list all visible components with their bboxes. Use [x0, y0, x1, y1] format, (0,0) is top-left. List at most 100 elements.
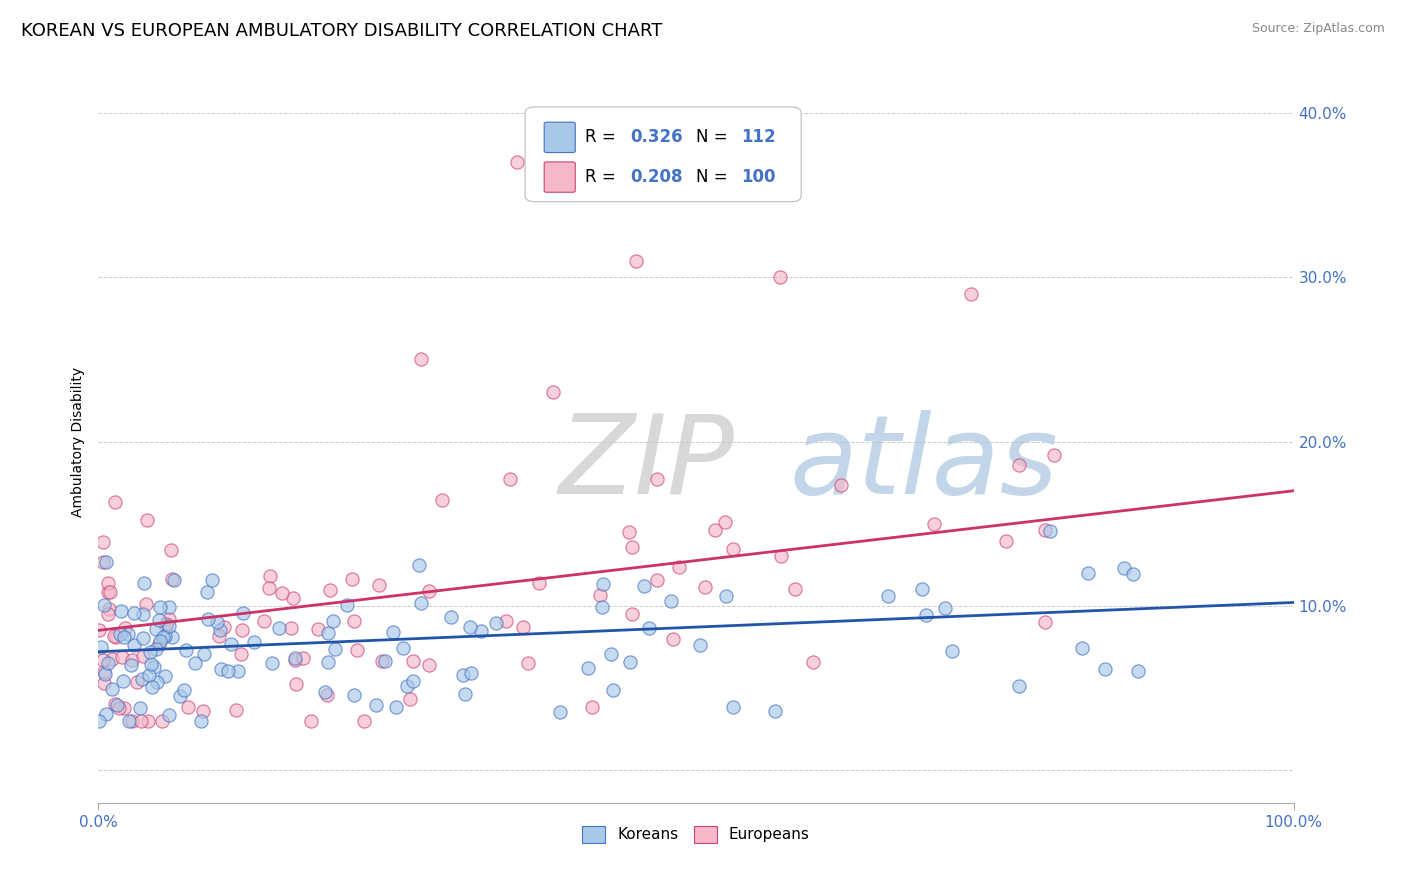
Point	[110, 627, 132, 641]
Point	[589, 589, 612, 603]
Point	[153, 629, 176, 643]
Text: ZIP: ZIP	[558, 409, 734, 516]
Point	[662, 632, 685, 646]
Point	[150, 714, 173, 728]
Point	[402, 673, 425, 688]
Point	[87, 714, 110, 728]
Point	[104, 697, 127, 711]
Point	[129, 714, 152, 728]
Point	[783, 582, 806, 596]
Point	[402, 654, 425, 668]
Point	[148, 599, 170, 614]
Point	[91, 653, 114, 667]
Point	[152, 631, 174, 645]
Point	[374, 654, 396, 668]
Point	[319, 583, 342, 598]
Point	[418, 583, 440, 598]
Point	[915, 607, 938, 622]
Point	[103, 629, 125, 643]
Point	[1126, 665, 1149, 679]
Point	[495, 614, 517, 628]
Point	[548, 705, 571, 719]
Point	[602, 683, 624, 698]
Point	[142, 660, 165, 674]
Point	[1122, 566, 1144, 581]
Point	[659, 594, 682, 608]
Text: Source: ZipAtlas.com: Source: ZipAtlas.com	[1251, 22, 1385, 36]
Point	[763, 705, 786, 719]
Point	[173, 682, 195, 697]
Point	[721, 542, 744, 557]
Point	[153, 668, 176, 682]
Point	[714, 589, 737, 603]
Point	[145, 642, 167, 657]
Point	[136, 512, 159, 526]
Point	[1007, 679, 1029, 693]
Point	[93, 599, 115, 613]
Point	[208, 629, 231, 643]
Point	[259, 582, 281, 596]
Point	[217, 664, 239, 678]
Point	[97, 656, 120, 670]
Point	[191, 704, 214, 718]
Point	[219, 637, 242, 651]
Point	[100, 585, 122, 599]
Point	[193, 647, 215, 661]
Point	[163, 573, 186, 587]
Point	[430, 493, 453, 508]
Point	[135, 597, 157, 611]
Point	[190, 714, 212, 728]
Point	[592, 577, 614, 591]
Point	[121, 653, 143, 667]
Point	[159, 600, 181, 615]
Point	[877, 590, 900, 604]
Point	[129, 701, 152, 715]
Point	[259, 569, 281, 583]
Point	[104, 494, 127, 508]
Point	[117, 627, 139, 641]
Point	[104, 630, 127, 644]
Point	[1114, 561, 1136, 575]
Point	[346, 643, 368, 657]
Point	[87, 623, 110, 637]
Point	[121, 714, 143, 728]
Point	[398, 692, 420, 706]
Point	[803, 655, 825, 669]
FancyBboxPatch shape	[524, 107, 801, 202]
Point	[922, 516, 945, 531]
Point	[527, 576, 550, 591]
Point	[209, 662, 232, 676]
Point	[118, 714, 141, 728]
Point	[110, 604, 132, 618]
Point	[620, 607, 643, 622]
Point	[411, 352, 433, 367]
Point	[155, 616, 177, 631]
Point	[122, 607, 145, 621]
Point	[1043, 448, 1066, 462]
Point	[599, 647, 621, 661]
Point	[157, 708, 180, 723]
Point	[633, 579, 655, 593]
Point	[392, 640, 415, 655]
Point	[98, 601, 121, 615]
Point	[1070, 640, 1092, 655]
Text: N =: N =	[696, 168, 733, 186]
Text: R =: R =	[585, 168, 621, 186]
Point	[626, 253, 648, 268]
Point	[371, 655, 394, 669]
Point	[285, 677, 308, 691]
Point	[110, 650, 132, 665]
Point	[336, 599, 359, 613]
Point	[284, 650, 307, 665]
Point	[157, 619, 180, 633]
Point	[201, 573, 224, 587]
Point	[262, 656, 284, 670]
Point	[97, 584, 120, 599]
Point	[94, 666, 117, 681]
Point	[91, 555, 114, 569]
Point	[307, 622, 329, 636]
Point	[134, 575, 156, 590]
Point	[1077, 566, 1099, 580]
Point	[668, 560, 690, 574]
Point	[114, 621, 136, 635]
